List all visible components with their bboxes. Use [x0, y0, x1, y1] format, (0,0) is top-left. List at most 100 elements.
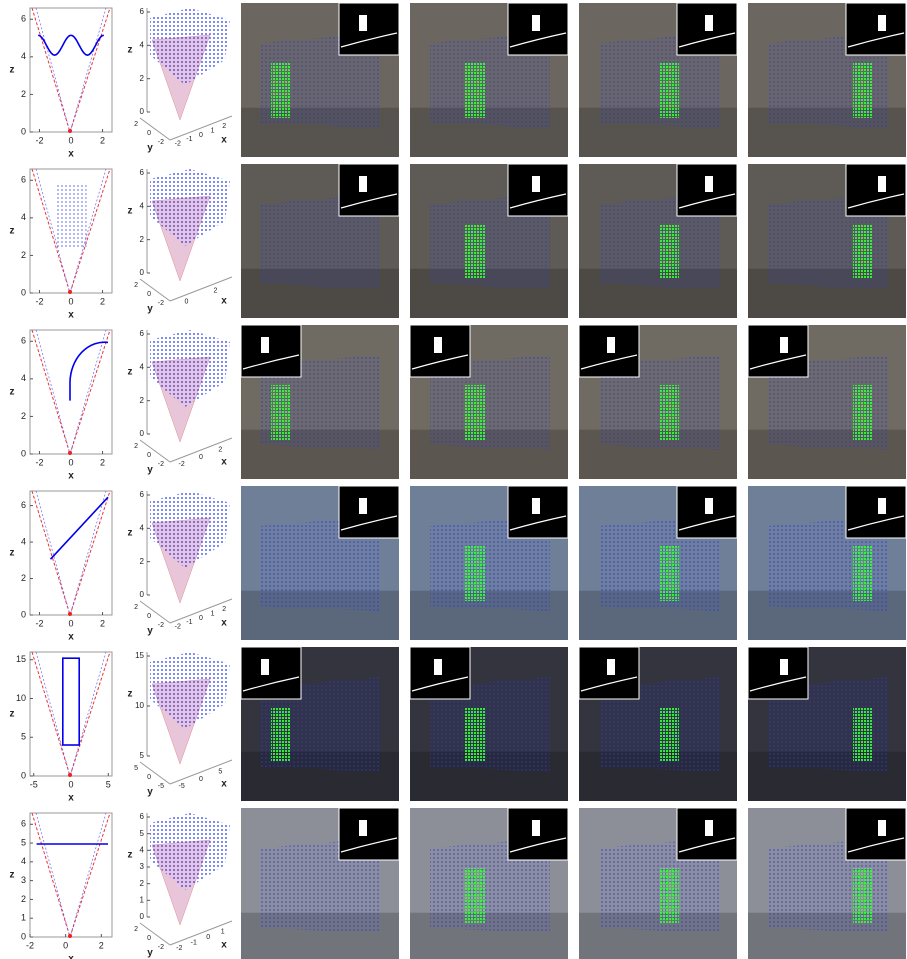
mask-line: [509, 32, 567, 48]
y-tick-label: 5: [21, 837, 26, 847]
fov-red: [31, 651, 111, 778]
detected-object: [271, 63, 291, 118]
mask-inset: [747, 646, 809, 700]
detected-object: [271, 707, 291, 762]
x-tick-label: 2: [100, 135, 105, 145]
x-tick-label: -2: [26, 940, 34, 950]
x-axis-label: x: [68, 471, 74, 482]
detected-object: [659, 224, 679, 279]
z-axis-label: z: [128, 850, 133, 861]
z-tick-label: 2: [140, 74, 145, 83]
mask-line: [509, 837, 567, 853]
x-axis-label: x: [68, 310, 74, 321]
fov-blue: [35, 651, 107, 778]
fov-red: [31, 329, 111, 456]
mask-line: [749, 676, 807, 692]
y-tick-label: 0: [147, 613, 151, 620]
fov-blue: [35, 812, 107, 939]
z-tick-label: 0: [140, 590, 145, 599]
x-axis-label: x: [221, 940, 227, 951]
y-tick-label: 4: [21, 536, 26, 546]
y-axis: [139, 117, 171, 141]
y-axis: [139, 600, 171, 624]
projected-surface: [261, 516, 381, 611]
x-tick-label: -2: [35, 296, 43, 306]
detected-object: [465, 546, 485, 601]
surface-profile: [69, 341, 109, 401]
mask-blob: [878, 176, 886, 192]
x-tick-label: -2: [175, 141, 181, 148]
y-tick-label: 0: [147, 774, 151, 781]
projected-surface: [430, 355, 550, 450]
y-tick-label: 6: [21, 336, 26, 346]
mask-inset: [240, 646, 302, 700]
mask-blob: [780, 337, 788, 353]
x-axis: [169, 598, 233, 624]
detected-object: [465, 224, 485, 279]
y-axis-label: z: [10, 548, 15, 559]
mask-line: [509, 193, 567, 209]
z-tick-label: 6: [140, 168, 145, 177]
detected-object: [465, 63, 485, 118]
x-tick-label: -2: [35, 457, 43, 467]
fov-red: [31, 812, 111, 939]
z-tick-label: 0: [140, 429, 145, 438]
x-tick-label: 2: [100, 296, 105, 306]
mask-inset: [845, 163, 907, 217]
z-tick-label: 3: [140, 862, 145, 871]
mask-blob: [878, 15, 886, 31]
x-axis-label: x: [221, 618, 227, 629]
z-axis-label: z: [128, 367, 133, 378]
x-tick-label: -1: [186, 619, 192, 626]
y-tick-label: 0: [21, 931, 26, 941]
mask-line: [847, 837, 905, 853]
y-tick-label: -2: [158, 461, 164, 468]
x-tick-label: 2: [100, 457, 105, 467]
detected-object: [465, 707, 485, 762]
y-axis-label: y: [147, 948, 153, 959]
x-tick-label: -5: [30, 779, 38, 789]
camera: [68, 934, 72, 938]
projected-surface: [261, 194, 381, 289]
detected-object: [853, 385, 873, 440]
mask-blob: [607, 337, 615, 353]
y-tick-label: 0: [147, 130, 151, 137]
y-axis-label: z: [10, 65, 15, 76]
detected-object: [853, 546, 873, 601]
y-axis-label: y: [147, 304, 153, 315]
y-axis-label: z: [10, 387, 15, 398]
z-axis-label: z: [128, 206, 133, 217]
mask-line: [847, 32, 905, 48]
y-tick-label: 2: [134, 604, 138, 611]
mask-blob: [359, 176, 367, 192]
z-tick-label: 0: [140, 107, 145, 116]
y-tick-label: 5: [134, 765, 138, 772]
detected-object: [271, 385, 291, 440]
x-axis: [169, 437, 233, 463]
detected-object: [853, 868, 873, 923]
z-tick-label: 0: [140, 912, 145, 921]
plot-frame: [29, 490, 113, 616]
y-tick-label: 2: [21, 411, 26, 421]
x-tick-label: 0: [68, 618, 73, 628]
mask-blob: [780, 659, 788, 675]
x-tick-label: 0: [185, 298, 189, 305]
mask-line: [847, 193, 905, 209]
y-tick-label: 2: [21, 89, 26, 99]
z-tick-label: 4: [140, 40, 145, 49]
surface-profile: [49, 496, 109, 560]
y-tick-label: 4: [21, 212, 26, 222]
plot-frame: [29, 812, 113, 938]
mask-blob: [434, 659, 442, 675]
x-tick-label: -2: [179, 461, 185, 468]
detected-object: [659, 868, 679, 923]
mask-blob: [359, 820, 367, 836]
y-axis-label: y: [147, 143, 153, 154]
mask-line: [678, 32, 736, 48]
mask-line: [340, 32, 398, 48]
mask-inset: [240, 324, 302, 378]
x-tick-label: -2: [35, 618, 43, 628]
mask-line: [242, 676, 300, 692]
z-tick-label: 4: [140, 523, 145, 532]
y-tick-label: 2: [134, 926, 138, 933]
